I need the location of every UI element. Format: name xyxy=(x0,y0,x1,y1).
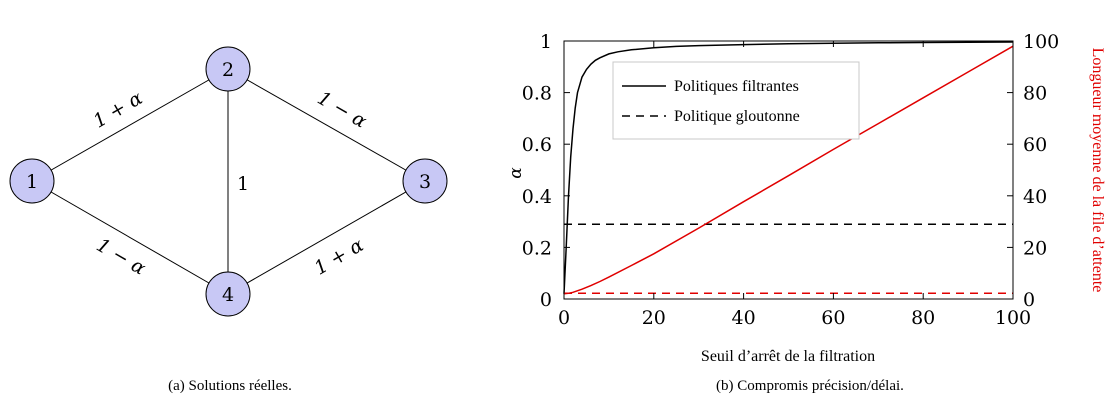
plot-frame xyxy=(563,40,1014,300)
edge-1-2 xyxy=(31,68,229,182)
y-axis-label: α xyxy=(506,167,526,179)
y-tick-label: 0.4 xyxy=(522,186,552,208)
x-tick-label: 20 xyxy=(642,307,666,329)
x-tick-label: 80 xyxy=(911,307,935,329)
x-tick-label: 40 xyxy=(732,307,756,329)
y2-tick-label: 60 xyxy=(1023,134,1047,156)
y-tick-label: 0.2 xyxy=(522,237,552,259)
y2-tick-label: 80 xyxy=(1023,83,1047,105)
y-tick-label: 0 xyxy=(540,289,552,311)
edge-label-2-4: 1 xyxy=(237,173,249,195)
edge-1-4 xyxy=(31,180,229,295)
y2-tick-label: 100 xyxy=(1023,31,1059,53)
y2-tick-label: 20 xyxy=(1023,237,1047,259)
legend-box xyxy=(612,61,860,140)
y2-axis-label: Longueur moyenne de la file d’attente xyxy=(1089,48,1106,293)
x-tick-label: 100 xyxy=(995,307,1031,329)
series-line-2 xyxy=(563,45,1014,295)
edge-label-1-2: 1 + α xyxy=(90,87,147,133)
y-tick-label: 0.6 xyxy=(522,134,552,156)
y2-tick-label: 40 xyxy=(1023,186,1047,208)
x-tick-label: 0 xyxy=(558,307,570,329)
node-2-label: 2 xyxy=(222,59,234,81)
node-4: 4 xyxy=(205,271,251,317)
node-1-label: 1 xyxy=(26,171,38,193)
node-1: 1 xyxy=(9,158,55,204)
edge-2-3 xyxy=(227,68,426,182)
x-axis-label: Seuil d’arrêt de la filtration xyxy=(701,348,875,365)
y2-tick-label: 0 xyxy=(1023,289,1035,311)
graph-diagram: 1 + α 1 − α 1 − α 1 + α 1 1 2 3 4 xyxy=(9,46,448,317)
edge-label-1-4: 1 − α xyxy=(93,234,150,280)
legend-label-gloutonne: Politique gloutonne xyxy=(674,108,800,125)
caption-b: (b) Compromis précision/délai. xyxy=(716,378,904,394)
y-tick-label: 1 xyxy=(540,31,552,53)
legend: Politiques filtrantes Politique gloutonn… xyxy=(612,61,860,140)
y-tick-label: 0.8 xyxy=(522,83,552,105)
node-3-label: 3 xyxy=(419,171,431,193)
node-4-label: 4 xyxy=(222,284,234,306)
edge-label-4-3: 1 + α xyxy=(311,234,368,280)
edge-label-2-3: 1 − α xyxy=(314,87,371,133)
legend-label-filtrantes: Politiques filtrantes xyxy=(674,78,799,95)
x-tick-label: 60 xyxy=(821,307,845,329)
node-2: 2 xyxy=(205,46,251,92)
edge-4-3 xyxy=(227,180,426,295)
caption-a: (a) Solutions réelles. xyxy=(168,378,292,394)
node-3: 3 xyxy=(402,158,448,204)
